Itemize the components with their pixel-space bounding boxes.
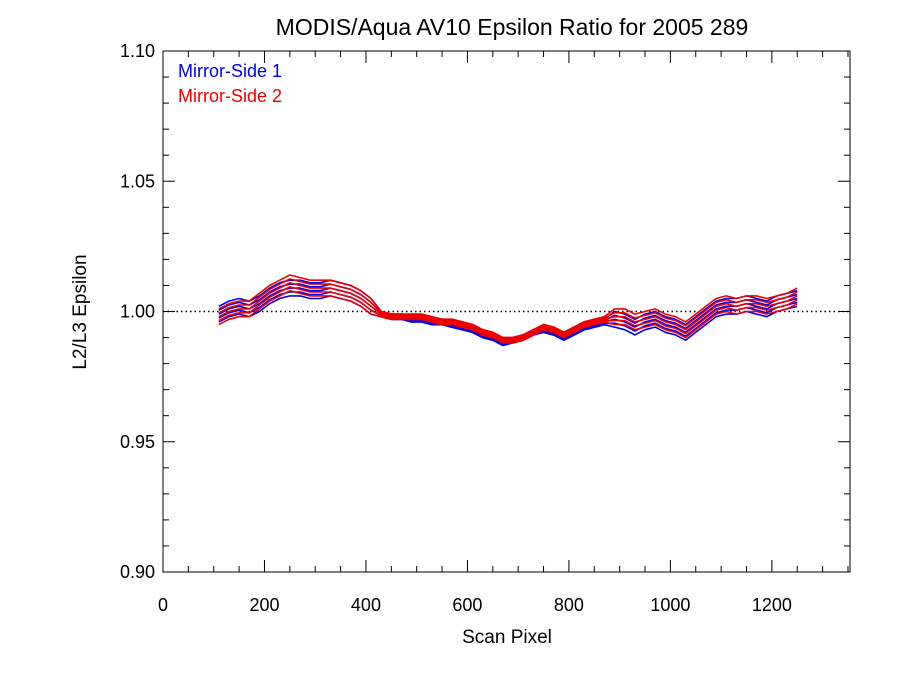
x-tick-label: 1000: [650, 595, 690, 615]
series-line: [218, 285, 798, 343]
series-line: [218, 278, 798, 340]
x-tick-label: 800: [554, 595, 584, 615]
x-tick-label: 400: [351, 595, 381, 615]
y-axis-label: L2/L3 Epsilon: [70, 254, 91, 369]
chart-title: MODIS/Aqua AV10 Epsilon Ratio for 2005 2…: [276, 14, 749, 40]
x-axis-label: Scan Pixel: [462, 627, 552, 648]
y-tick-label: 1.00: [120, 302, 155, 322]
legend-entry: Mirror-Side 2: [178, 86, 282, 106]
series-1: [218, 279, 798, 347]
y-tick-label: 0.90: [120, 562, 155, 582]
legend-entry: Mirror-Side 1: [178, 61, 282, 81]
series-2: [218, 274, 798, 344]
series-line: [218, 289, 798, 344]
y-tick-label: 1.05: [120, 171, 155, 191]
x-tick-label: 0: [158, 595, 168, 615]
y-tick-label: 1.10: [120, 41, 155, 61]
series-line: [218, 295, 798, 347]
plot-area: 0.90 0.95 1.00 1.05 1.10 0 200 400 600 800 1000 120…: [120, 41, 851, 615]
legend: Mirror-Side 1 Mirror-Side 2: [178, 61, 282, 106]
x-tick-label: 600: [452, 595, 482, 615]
x-tick-label: 200: [249, 595, 279, 615]
series-line: [218, 281, 798, 342]
x-tick-label: 1200: [752, 595, 792, 615]
y-tick-label: 0.95: [120, 432, 155, 452]
series-line: [218, 274, 798, 339]
